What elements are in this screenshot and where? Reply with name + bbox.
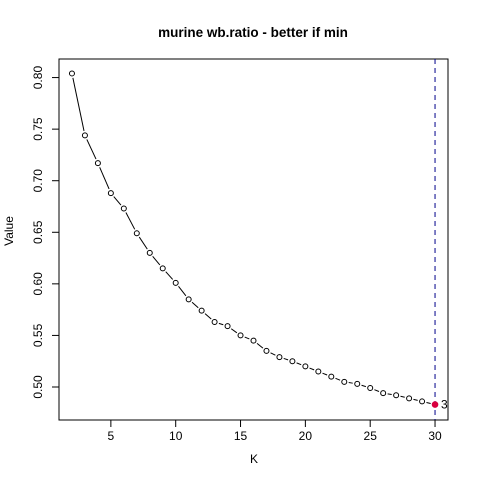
data-point [250,337,257,344]
x-tick-label: 15 [234,429,248,443]
series-segment [361,384,367,388]
data-point [172,279,179,286]
data-point [211,319,218,326]
data-point [328,373,335,380]
data-point [354,380,361,387]
series-segment [165,271,174,280]
series-segment [244,336,250,340]
series-segment [270,352,276,356]
data-point [237,332,244,339]
data-point [159,265,166,272]
series-segment [374,389,380,392]
series-segment [191,301,199,309]
series-segment [152,256,161,266]
series-segment [218,322,224,326]
series-segment [138,236,148,250]
data-points [68,70,439,408]
x-tick-label: 30 [428,429,442,443]
series-segment [348,382,353,384]
series-segment [256,342,264,349]
data-point [406,395,413,402]
data-point [276,354,283,361]
series-segment [426,401,431,404]
series-segment [413,398,418,401]
series-segment [72,77,85,132]
series-segment [322,372,328,376]
data-point [120,205,127,212]
series-segment [296,362,302,366]
series-segment [99,167,110,190]
data-point [68,70,75,77]
series-segment [335,377,341,381]
y-tick-label: 0.55 [31,323,45,347]
series-segment [204,313,212,320]
data-point [107,190,114,197]
series-segment [113,196,122,206]
x-axis: 5 10 15 20 25 30 [108,420,442,443]
min-highlight: 3 [431,398,448,412]
series-segment [400,395,405,398]
data-point [94,160,101,167]
data-point [81,132,88,139]
data-point [380,390,387,397]
series-segment [86,139,97,160]
x-tick-label: 20 [299,429,313,443]
data-point [133,230,140,237]
data-point [315,368,322,375]
data-point [185,296,192,303]
series-segment [178,286,187,297]
data-point [146,249,153,256]
data-point [419,398,426,405]
y-tick-label: 0.65 [31,220,45,244]
y-axis: 0.50 0.55 0.60 0.65 0.70 0.75 0.80 [31,66,59,399]
data-point [393,392,400,399]
chart-title: murine wb.ratio - better if min [158,25,348,40]
series-segment [283,357,289,361]
data-point [289,358,296,365]
series-segment [387,393,392,396]
y-tick-label: 0.70 [31,169,45,193]
series-segment [125,212,136,230]
data-point [302,363,309,370]
y-tick-label: 0.80 [31,66,45,90]
y-tick-label: 0.75 [31,117,45,141]
y-tick-label: 0.50 [31,375,45,399]
series-segment [230,328,238,334]
x-tick-label: 10 [169,429,183,443]
y-tick-label: 0.60 [31,272,45,296]
data-point [263,347,270,354]
min-point-label: 3 [441,398,448,412]
x-tick-label: 25 [364,429,378,443]
x-axis-label: K [250,452,258,466]
plot-frame [58,58,449,421]
min-point [431,401,439,408]
data-point [224,323,231,330]
series-line [72,77,431,404]
y-axis-label: Value [2,216,16,246]
x-tick-label: 5 [108,429,115,443]
data-point [198,307,205,314]
series-segment [309,367,315,371]
data-point [367,385,374,392]
data-point [341,378,348,385]
